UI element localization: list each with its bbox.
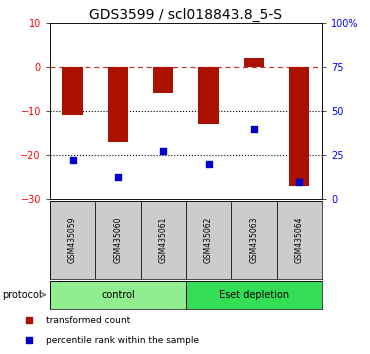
- Bar: [153, 67, 174, 93]
- Point: [115, 174, 121, 180]
- Point: [26, 338, 32, 343]
- Bar: [244, 58, 264, 67]
- Text: GSM435060: GSM435060: [114, 217, 122, 263]
- Bar: [50, 281, 186, 309]
- Point: [26, 318, 32, 323]
- Text: GSM435064: GSM435064: [295, 217, 304, 263]
- Bar: [63, 67, 83, 115]
- Bar: [50, 201, 95, 279]
- Point: [296, 179, 302, 184]
- Bar: [186, 201, 231, 279]
- Point: [206, 161, 212, 167]
- Bar: [95, 201, 141, 279]
- Text: percentile rank within the sample: percentile rank within the sample: [46, 336, 199, 345]
- Text: GSM435062: GSM435062: [204, 217, 213, 263]
- Text: transformed count: transformed count: [46, 316, 130, 325]
- Bar: [198, 67, 219, 124]
- Bar: [186, 281, 322, 309]
- Point: [251, 126, 257, 132]
- Bar: [108, 67, 128, 142]
- Text: Eset depletion: Eset depletion: [219, 290, 289, 300]
- Bar: [277, 201, 322, 279]
- Text: GSM435063: GSM435063: [249, 217, 258, 263]
- Text: GSM435059: GSM435059: [68, 217, 77, 263]
- Text: GSM435061: GSM435061: [159, 217, 168, 263]
- Bar: [289, 67, 309, 186]
- Bar: [141, 201, 186, 279]
- Text: control: control: [101, 290, 135, 300]
- Point: [160, 148, 166, 154]
- Bar: [231, 201, 277, 279]
- Text: protocol: protocol: [2, 290, 41, 300]
- Title: GDS3599 / scl018843.8_5-S: GDS3599 / scl018843.8_5-S: [90, 8, 282, 22]
- Point: [70, 157, 75, 162]
